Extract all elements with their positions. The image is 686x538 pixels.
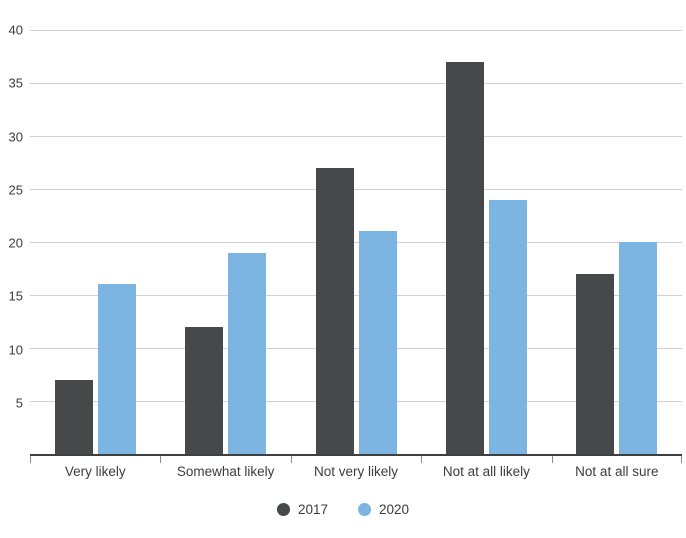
bar-2017-not-at-all-likely	[445, 61, 484, 454]
legend-item-2020: 2020	[358, 502, 409, 517]
y-tick-label: 40	[8, 22, 23, 38]
gridline	[30, 189, 682, 190]
legend-item-2017: 2017	[276, 502, 328, 517]
x-axis-label-very-likely: Very likely	[64, 464, 126, 479]
x-axis-tick	[681, 456, 682, 463]
gridline	[30, 295, 682, 296]
x-axis-tick	[160, 456, 162, 463]
x-axis-label-not-at-all-likely: Not at all likely	[442, 464, 530, 479]
bar-2017-very-likely	[54, 379, 93, 454]
y-tick-label: 15	[8, 288, 23, 304]
y-axis-labels: 5 10 15 20 25 30 35 40	[0, 24, 30, 456]
plot-row: 5 10 15 20 25 30 35 40	[0, 24, 686, 456]
x-axis-tick	[30, 456, 31, 463]
bar-2020-not-very-likely	[358, 231, 397, 454]
gridline	[30, 242, 682, 243]
bar-2017-somewhat-likely	[185, 326, 224, 454]
x-axis-tick	[421, 456, 423, 463]
x-axis-spacer	[0, 456, 30, 486]
x-axis-label-somewhat-likely: Somewhat likely	[176, 464, 275, 479]
bar-2020-somewhat-likely	[228, 252, 267, 454]
gridline	[30, 30, 682, 31]
bar-groups	[30, 30, 682, 454]
y-tick-label: 10	[8, 342, 23, 357]
y-tick-label: 25	[8, 182, 23, 198]
x-axis-row: Very likely Somewhat likely Not very likel…	[0, 456, 686, 486]
y-tick-label: 5	[15, 395, 23, 411]
y-tick-label: 30	[8, 129, 23, 144]
bar-2017-not-very-likely	[315, 167, 354, 454]
bar-group-not-at-all-likely	[421, 30, 551, 454]
bar-group-not-at-all-sure	[552, 30, 682, 454]
bar-2017-not-at-all-sure	[576, 273, 615, 454]
legend: 2017 2020	[0, 502, 686, 517]
bar-group-very-likely	[30, 30, 160, 454]
legend-dot-2017	[276, 503, 290, 516]
bar-2020-not-at-all-likely	[488, 199, 527, 454]
y-tick-label: 35	[8, 75, 23, 91]
x-axis-label-not-very-likely: Not very likely	[314, 464, 399, 479]
bar-group-somewhat-likely	[160, 30, 290, 454]
gridline	[30, 401, 682, 402]
x-axis-labels: Very likely Somewhat likely Not very likel…	[30, 456, 682, 486]
bar-2020-very-likely	[97, 284, 136, 454]
gridline	[30, 348, 682, 349]
gridline	[30, 83, 682, 84]
bar-group-not-very-likely	[291, 30, 421, 454]
x-axis-tick	[551, 456, 553, 463]
x-axis-tick	[290, 456, 292, 463]
bar-2020-not-at-all-sure	[619, 242, 658, 454]
legend-dot-2020	[358, 503, 371, 516]
plot-area	[30, 30, 682, 456]
gridline	[30, 136, 682, 137]
legend-label-2017: 2017	[297, 502, 328, 517]
x-axis-label-not-at-all-sure: Not at all sure	[575, 464, 659, 479]
legend-label-2020: 2020	[379, 502, 410, 517]
y-tick-label: 20	[8, 235, 23, 251]
